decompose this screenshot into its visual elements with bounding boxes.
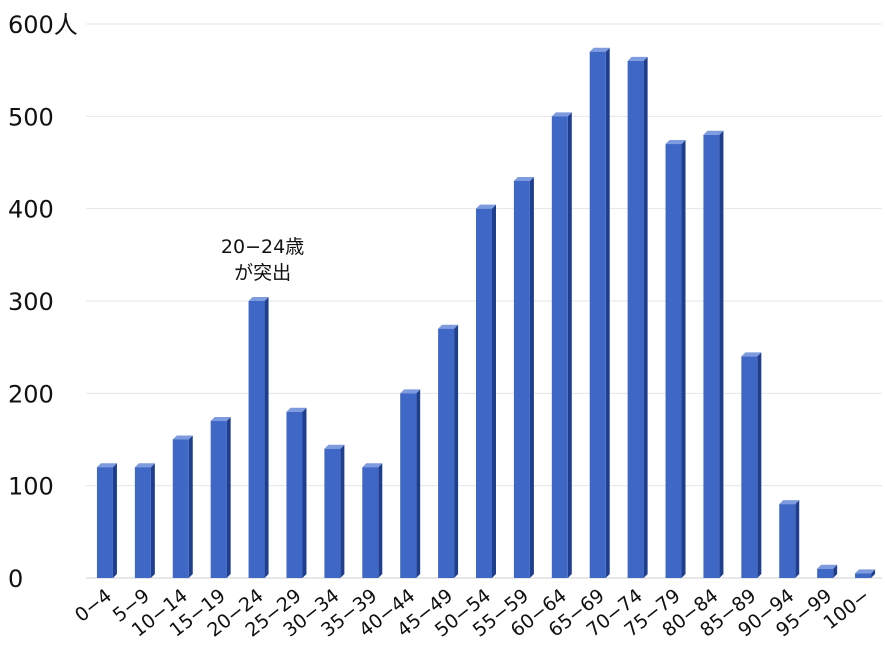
bar-side (492, 204, 496, 578)
bar-top (438, 324, 459, 329)
bar (362, 463, 383, 578)
bar-front (551, 116, 568, 578)
bar-side (719, 130, 724, 579)
bar-front (627, 60, 644, 578)
bars (96, 47, 876, 579)
bar-front (817, 568, 834, 578)
bar-top (855, 569, 876, 574)
bar (817, 564, 838, 578)
bar-side (226, 417, 231, 578)
bar-front (703, 134, 720, 579)
bar-side (340, 444, 345, 578)
bar (400, 389, 421, 578)
bar (476, 204, 496, 578)
bar-top (513, 176, 534, 181)
bar (172, 435, 193, 578)
bar (665, 140, 686, 579)
x-axis: 0−45−910−1415−1920−2425−2930−3435−3940−4… (71, 585, 874, 642)
bar-top (362, 463, 383, 468)
bar-top (96, 463, 117, 468)
bar-side (567, 112, 572, 578)
bar (248, 297, 269, 578)
bar-top (817, 564, 838, 569)
bar-side (643, 56, 648, 578)
bar-top (400, 389, 421, 394)
y-axis: 0 100 200 300 400 500 600人 (8, 11, 78, 593)
annotation: 20−24歳 が突出 (221, 236, 304, 284)
bar-side (150, 463, 155, 578)
bar-top (248, 297, 269, 301)
bar-side (605, 47, 610, 578)
y-tick-label: 100 (8, 473, 54, 501)
x-tick-label: 0−4 (71, 585, 116, 627)
bar-front (96, 467, 113, 578)
bar (134, 463, 155, 578)
bar-side (454, 324, 459, 578)
bar-side (681, 140, 686, 579)
bar-front (589, 51, 606, 578)
bar-front (438, 328, 455, 578)
bar-top (324, 444, 345, 449)
bar-side (757, 352, 762, 578)
bar-top (476, 204, 496, 209)
bar-top (627, 56, 648, 61)
y-tick-label: 500 (8, 103, 54, 131)
bar-front (362, 467, 379, 578)
bar-side (378, 463, 383, 578)
annotation-line-1: 20−24歳 (221, 236, 304, 258)
bar-front (400, 393, 417, 578)
bar-side (188, 435, 193, 578)
bar (855, 569, 876, 578)
bar (286, 407, 307, 578)
bar (96, 463, 117, 578)
bar (589, 47, 610, 578)
bar-top (210, 417, 231, 422)
bar-front (513, 180, 530, 578)
bar-top (551, 112, 572, 117)
bar-side (529, 176, 534, 578)
bar-top (779, 500, 800, 505)
bar-top (703, 130, 724, 135)
bar (210, 417, 231, 578)
bar (551, 112, 572, 578)
bar-top (172, 435, 193, 440)
bar (779, 500, 800, 578)
bar (703, 130, 724, 579)
bar-side (416, 389, 421, 578)
bar-side (795, 500, 800, 578)
bar-front (855, 573, 872, 578)
bar (324, 444, 345, 578)
bar-front (476, 208, 492, 578)
bar (513, 176, 534, 578)
y-tick-label: 200 (8, 380, 54, 408)
annotation-line-2: が突出 (234, 262, 291, 284)
bar-front (741, 356, 758, 578)
bar-side (302, 407, 307, 578)
bar-side (264, 297, 269, 578)
bar (741, 352, 762, 578)
bar-front (172, 439, 189, 578)
y-tick-label: 400 (8, 196, 54, 224)
bar-front (210, 421, 227, 578)
bar-front (286, 411, 303, 578)
bar-front (779, 504, 796, 578)
bar-front (665, 144, 682, 579)
bar-side (871, 569, 876, 578)
bar-front (324, 448, 341, 578)
y-tick-label: 0 (8, 565, 23, 593)
bar-front (248, 301, 265, 578)
bar-top (665, 140, 686, 145)
bar (627, 56, 648, 578)
bar-side (112, 463, 117, 578)
bar-top (741, 352, 762, 357)
y-tick-label: 600人 (8, 11, 78, 39)
bar-top (589, 47, 610, 52)
bar (438, 324, 459, 578)
bar-top (286, 407, 307, 412)
bar-side (833, 564, 838, 578)
bar-top (134, 463, 155, 468)
y-tick-label: 300 (8, 288, 54, 316)
bar-front (134, 467, 151, 578)
